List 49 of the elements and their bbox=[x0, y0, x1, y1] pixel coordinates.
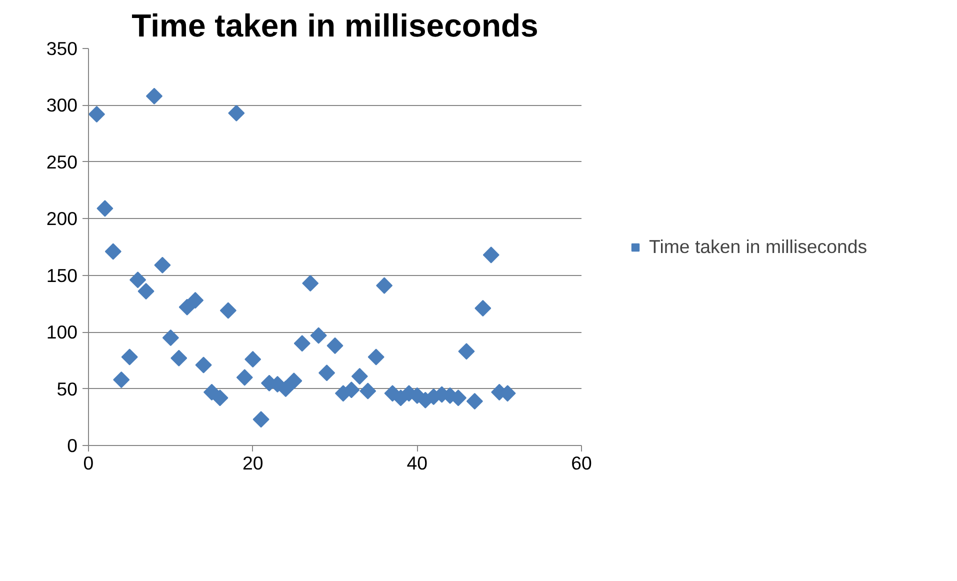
point bbox=[286, 372, 302, 390]
y-tick-label: 250 bbox=[46, 151, 78, 172]
y-tick-label: 150 bbox=[46, 264, 78, 286]
y-tick-label: 200 bbox=[46, 208, 78, 230]
x-tick-label: 0 bbox=[83, 452, 94, 474]
y-tick-label: 350 bbox=[46, 38, 78, 59]
x-tick-label: 20 bbox=[242, 452, 264, 474]
point bbox=[244, 351, 262, 368]
point bbox=[474, 300, 492, 317]
point bbox=[228, 104, 245, 122]
legend-label: Time taken in milliseconds bbox=[649, 236, 868, 258]
point bbox=[236, 369, 253, 386]
x-tick-label: 40 bbox=[406, 452, 428, 474]
point bbox=[482, 246, 500, 264]
point bbox=[130, 272, 146, 288]
point bbox=[170, 350, 188, 366]
point bbox=[310, 327, 327, 344]
point bbox=[195, 356, 212, 374]
point bbox=[88, 106, 105, 123]
point bbox=[277, 380, 294, 398]
point bbox=[96, 200, 114, 217]
point bbox=[466, 392, 483, 410]
chart-title: Time taken in milliseconds bbox=[132, 8, 538, 44]
point bbox=[138, 282, 154, 300]
point bbox=[187, 292, 204, 309]
point bbox=[121, 348, 138, 366]
point bbox=[212, 390, 228, 406]
point bbox=[368, 348, 384, 366]
point bbox=[351, 368, 368, 385]
point bbox=[220, 302, 236, 319]
y-tick-label: 50 bbox=[56, 378, 78, 400]
point bbox=[376, 277, 393, 294]
y-tick-label: 100 bbox=[46, 322, 78, 343]
point bbox=[294, 335, 310, 352]
point bbox=[154, 256, 171, 274]
point bbox=[146, 88, 163, 104]
point bbox=[360, 382, 376, 400]
y-tick-label: 300 bbox=[46, 94, 78, 116]
point bbox=[326, 337, 344, 354]
point bbox=[318, 364, 336, 382]
point bbox=[113, 371, 130, 388]
point bbox=[162, 329, 179, 346]
point bbox=[252, 411, 270, 428]
point bbox=[458, 343, 475, 360]
point bbox=[302, 275, 319, 292]
point bbox=[104, 243, 122, 260]
point bbox=[178, 298, 196, 316]
x-tick-label: 60 bbox=[571, 452, 592, 474]
y-tick-label: 0 bbox=[67, 435, 78, 456]
